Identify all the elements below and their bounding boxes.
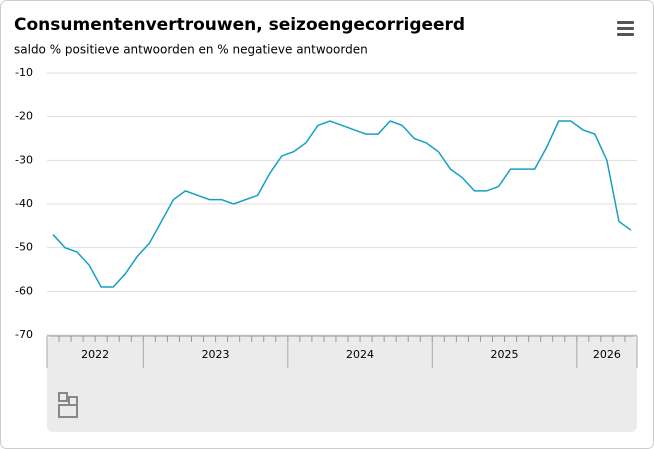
y-tick-label: -50 bbox=[15, 241, 33, 254]
x-tick-label: 2022 bbox=[81, 348, 109, 361]
line-series bbox=[52, 120, 632, 288]
chart-subtitle: saldo % positieve antwoorden en % negati… bbox=[14, 43, 368, 57]
y-tick-label: -70 bbox=[15, 328, 33, 341]
y-tick-label: -60 bbox=[15, 284, 33, 297]
x-tick-label: 2026 bbox=[593, 348, 621, 361]
cbs-logo bbox=[58, 392, 78, 418]
x-tick-label: 2025 bbox=[491, 348, 519, 361]
axis-panel bbox=[47, 336, 637, 432]
y-tick-label: -30 bbox=[15, 153, 33, 166]
y-tick-label: -10 bbox=[15, 66, 33, 79]
menu-button[interactable] bbox=[617, 21, 634, 36]
x-tick-label: 2023 bbox=[202, 348, 230, 361]
y-tick-label: -20 bbox=[15, 110, 33, 123]
y-tick-label: -40 bbox=[15, 197, 33, 210]
chart-title: Consumentenvertrouwen, seizoengecorrigee… bbox=[14, 15, 465, 35]
x-tick-label: 2024 bbox=[346, 348, 374, 361]
